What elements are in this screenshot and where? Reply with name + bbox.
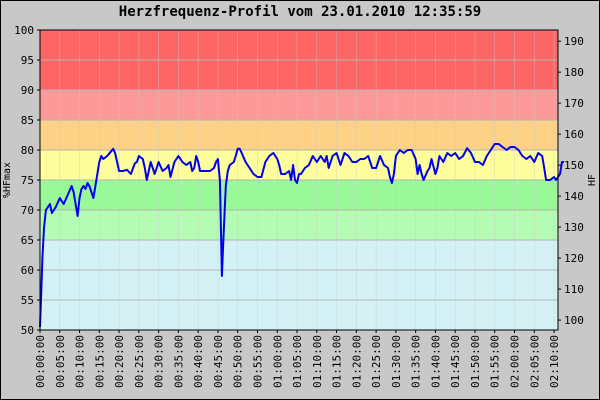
zone-band-2	[40, 180, 558, 210]
y-axis-ticks: 50 55 60 65 70 75 80 85 90 95 100	[14, 24, 40, 337]
y-tick-label: 85	[21, 114, 34, 127]
y2-tick-label: 120	[564, 252, 584, 265]
x-tick-label: 00:05:00	[54, 335, 67, 388]
y2-tick-label: 190	[564, 35, 584, 48]
y2-tick-label: 160	[564, 128, 584, 141]
y-tick-label: 60	[21, 264, 34, 277]
x-tick-label: 00:15:00	[93, 335, 106, 388]
x-tick-label: 01:00:00	[271, 335, 284, 388]
x-tick-label: 00:50:00	[232, 335, 245, 388]
x-tick-label: 01:35:00	[410, 335, 423, 388]
x-tick-label: 00:45:00	[212, 335, 225, 388]
series-line-0	[39, 143, 564, 328]
y2-axis-title: HF	[587, 174, 598, 186]
y2-tick-label: 130	[564, 221, 584, 234]
y-tick-label: 75	[21, 174, 34, 187]
y-tick-label: 65	[21, 234, 34, 247]
x-tick-label: 00:35:00	[172, 335, 185, 388]
x-tick-label: 01:05:00	[291, 335, 304, 388]
zone-band-4	[40, 120, 558, 150]
y2-tick-label: 100	[564, 314, 584, 327]
x-tick-label: 01:40:00	[429, 335, 442, 388]
y-tick-label: 80	[21, 144, 34, 157]
zone-band-0	[40, 240, 558, 330]
x-tick-label: 01:20:00	[350, 335, 363, 388]
x-tick-label: 00:10:00	[74, 335, 87, 388]
x-tick-label: 02:00:00	[509, 335, 522, 388]
x-tick-label: 00:55:00	[251, 335, 264, 388]
x-tick-label: 02:05:00	[528, 335, 541, 388]
x-tick-label: 01:25:00	[370, 335, 383, 388]
x-tick-label: 01:45:00	[449, 335, 462, 388]
x-tick-label: 01:50:00	[469, 335, 482, 388]
y2-tick-label: 170	[564, 97, 584, 110]
x-tick-label: 00:00:00	[34, 335, 47, 388]
y2-tick-label: 110	[564, 283, 584, 296]
x-tick-label: 01:10:00	[311, 335, 324, 388]
chart-title: Herzfrequenz-Profil vom 23.01.2010 12:35…	[118, 4, 482, 20]
y-tick-label: 95	[21, 54, 34, 67]
y2-tick-label: 140	[564, 190, 584, 203]
y-axis-title: %HFmax	[2, 162, 13, 198]
zone-band-5	[40, 90, 558, 120]
x-tick-label: 02:10:00	[548, 335, 561, 388]
zone-band-1	[40, 210, 558, 240]
y2-tick-label: 150	[564, 159, 584, 172]
series-layer	[39, 143, 564, 328]
y-tick-label: 50	[21, 324, 34, 337]
x-axis-ticks: 00:00:00 00:05:00 00:10:00 00:15:00 00:20:00…	[34, 330, 561, 388]
x-tick-label: 00:25:00	[133, 335, 146, 388]
x-tick-label: 00:40:00	[192, 335, 205, 388]
y-tick-label: 70	[21, 204, 34, 217]
y2-axis-ticks: 100 110 120 130 140 150 160 170 180 190	[558, 35, 584, 327]
y-tick-label: 100	[14, 24, 34, 37]
x-tick-label: 00:20:00	[113, 335, 126, 388]
y-tick-label: 55	[21, 294, 34, 307]
y-tick-label: 90	[21, 84, 34, 97]
x-tick-label: 01:55:00	[489, 335, 502, 388]
x-tick-label: 01:15:00	[331, 335, 344, 388]
y2-tick-label: 180	[564, 66, 584, 79]
x-tick-label: 01:30:00	[390, 335, 403, 388]
x-tick-label: 00:30:00	[153, 335, 166, 388]
